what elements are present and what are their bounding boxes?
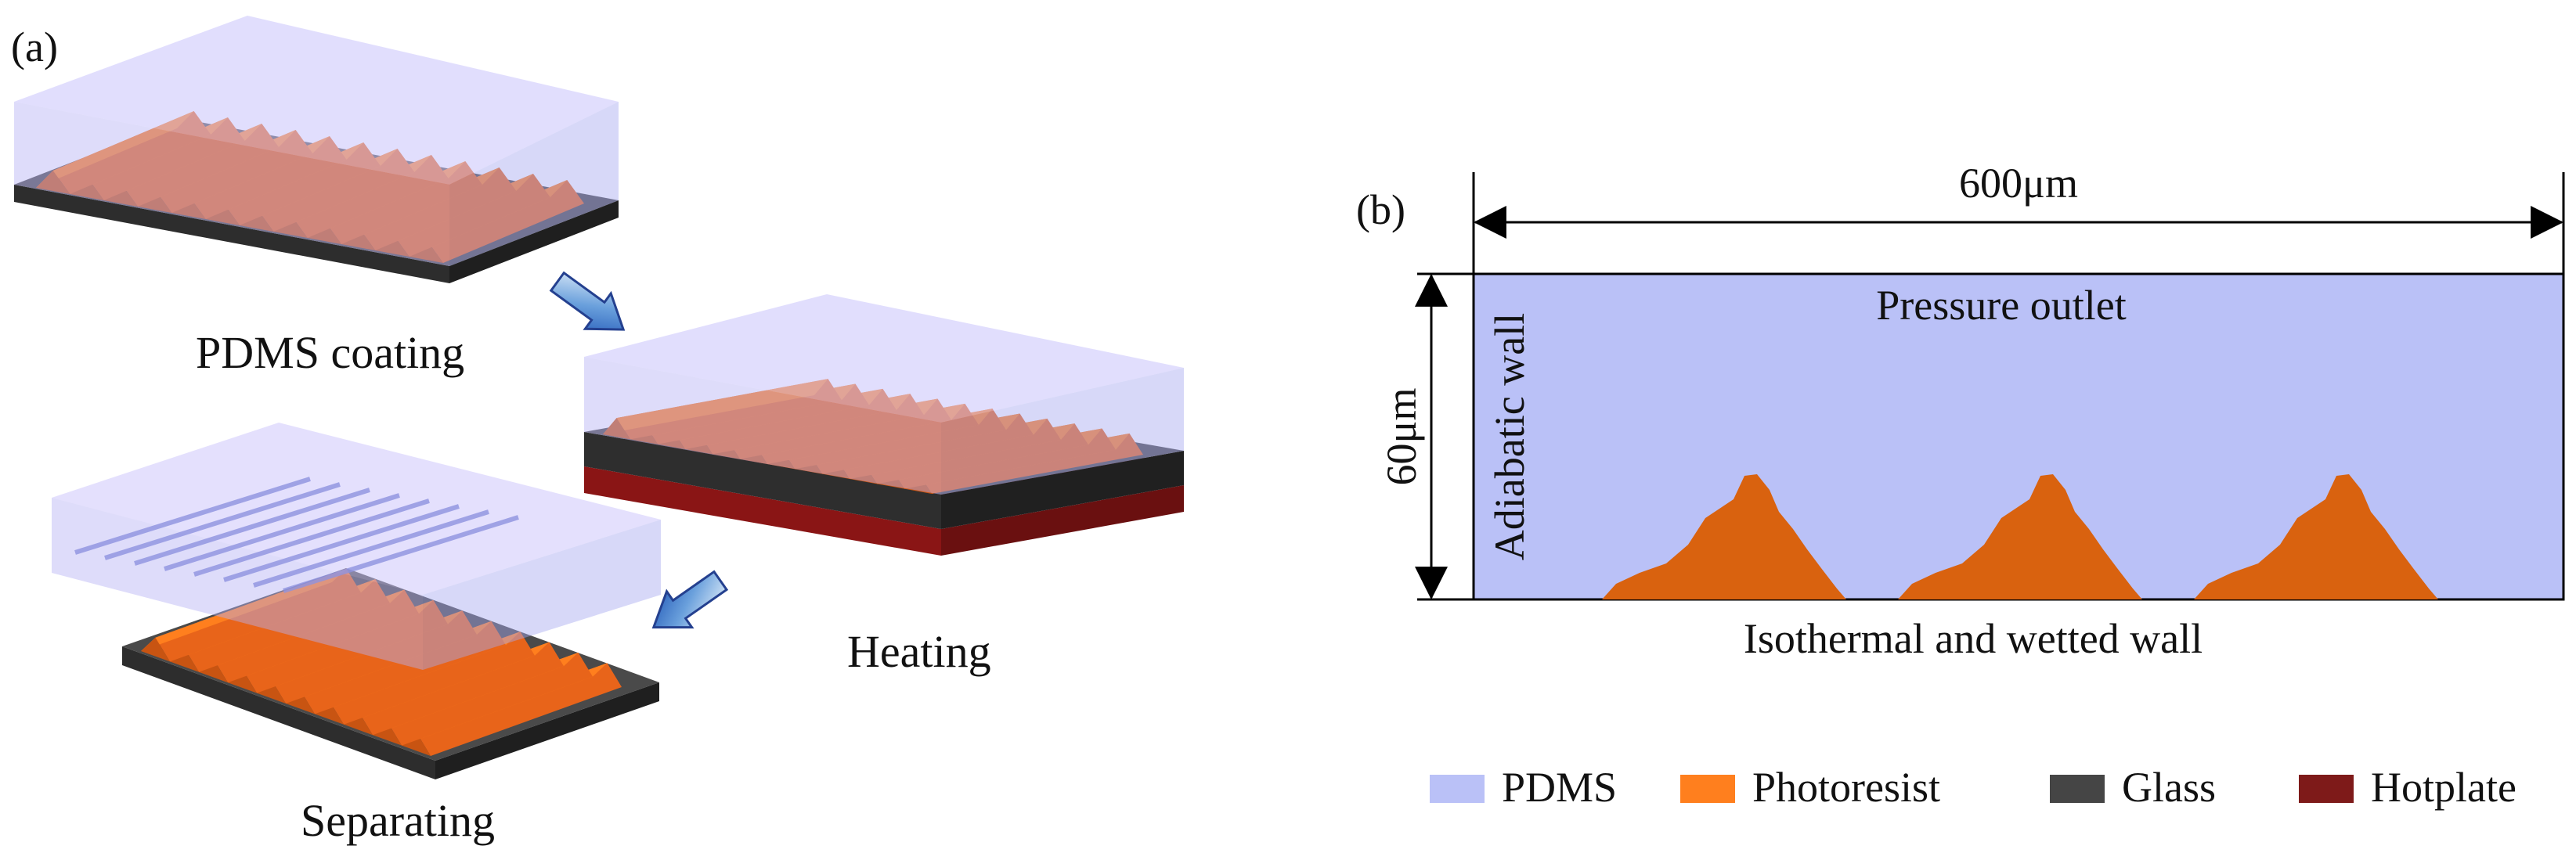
coating-glass-side-right [449, 200, 619, 283]
left-boundary-label: Adiabatic wall [1486, 313, 1533, 560]
height-dimension-label: 60μm [1378, 388, 1425, 486]
separating-ridge-shade [358, 642, 564, 736]
width-dimension-label: 600μm [1959, 160, 2078, 207]
coating-assembly [14, 16, 619, 283]
legend-swatch-pdms [1430, 775, 1485, 803]
coating-ridge-end [409, 239, 443, 263]
separating-photoresist [141, 568, 622, 756]
legend-swatch-hotplate [2299, 775, 2354, 803]
separating-ridge-shade [184, 579, 390, 672]
separating-ridge-shade [213, 589, 419, 683]
process-arrow-icon [651, 570, 729, 629]
separating-ridge-shade [329, 632, 535, 725]
separating-ridge-shade [271, 610, 477, 704]
heating-pdms-front [584, 357, 941, 495]
coating-pdms-top [14, 16, 619, 185]
coating-ridge-end [307, 221, 341, 244]
panel-a: (a) PDMS coating H [11, 16, 1184, 846]
separating-ridge-end [199, 658, 228, 683]
legend-label-pdms: PDMS [1502, 764, 1617, 811]
separating-ridge-shade [387, 652, 593, 746]
top-boundary-label: Pressure outlet [1876, 282, 2126, 329]
heating-label: Heating [847, 626, 991, 677]
bottom-boundary-label: Isothermal and wetted wall [1744, 615, 2203, 662]
coating-ridge-shade [52, 111, 211, 194]
separating-ridge-end [228, 668, 257, 693]
coating-ridge [36, 111, 194, 188]
separating-ridge-shade [155, 568, 361, 662]
pdms-groove [164, 493, 400, 571]
coating-ridge-shade [426, 180, 584, 263]
coating-ridge-end [36, 171, 70, 194]
heating-ridge-end [603, 418, 630, 440]
legend-label-hotplate: Hotplate [2371, 764, 2516, 811]
separating-ridge-end [315, 700, 344, 725]
separating-ridge-end [373, 721, 402, 746]
pdms-groove [253, 509, 489, 588]
coating-ridge-end [70, 177, 104, 200]
photoresist-bump [2194, 474, 2438, 599]
separating-ridge-shade [300, 621, 506, 714]
separating-ridge-end [402, 732, 431, 756]
pdms-groove [74, 477, 311, 555]
separating-pdms-grooves [74, 477, 519, 593]
heating-assembly [584, 294, 1184, 556]
coating-ridge-end [205, 202, 240, 225]
coating-ridge-end [273, 214, 308, 238]
heating-glass-front [584, 432, 941, 529]
separating-ridge-end [170, 648, 199, 672]
heating-pdms-top [584, 294, 1184, 423]
heating-glass-right [941, 451, 1184, 529]
coating-glass-side-front [14, 185, 449, 283]
separating-glass-right [435, 682, 659, 779]
pdms-groove [104, 482, 341, 560]
pdms-groove [223, 504, 460, 582]
pdms-groove [134, 488, 370, 566]
panel-a-label: (a) [11, 23, 58, 70]
process-arrow-icon [549, 271, 626, 331]
coating-pdms-right [449, 102, 619, 266]
separating-ridge-end [141, 637, 170, 662]
separating-ridge-end [344, 711, 373, 736]
coating-ridge-shade [392, 174, 550, 257]
separating-pdms-front [52, 498, 423, 670]
legend: PDMS Photoresist Glass Hotplate [1430, 764, 2516, 811]
heating-hotplate-front [584, 466, 941, 556]
separating-label: Separating [301, 795, 495, 846]
coating-ridge-end [103, 183, 138, 207]
legend-swatch-photoresist [1680, 775, 1735, 803]
photoresist-bump [1898, 474, 2142, 599]
separating-glass-front [122, 646, 435, 779]
coating-label: PDMS coating [196, 327, 464, 378]
heating-hotplate-right [941, 485, 1184, 556]
panel-b: (b) 600μm 60μm Pressure outlet Adiabatic… [1356, 160, 2565, 811]
heating-pdms-right [941, 368, 1184, 495]
coating-ridge-end [138, 189, 172, 213]
coating-ridge-end [341, 227, 376, 250]
separating-assembly [52, 423, 661, 779]
heating-ridge [603, 379, 828, 434]
coating-pdms-front [14, 102, 449, 266]
separating-ridge-shade [416, 663, 622, 756]
pdms-groove [193, 498, 430, 577]
photoresist-bump [1602, 474, 1846, 599]
coating-ridge-end [171, 196, 206, 219]
separating-ridge-end [257, 679, 286, 704]
separating-ridge-end [286, 689, 315, 714]
coating-ridge-shade [358, 167, 517, 250]
coating-ridge-end [375, 233, 409, 257]
coating-ridge-end [240, 208, 274, 232]
photoresist-bumps [1602, 474, 2438, 599]
legend-label-glass: Glass [2122, 764, 2216, 811]
panel-b-label: (b) [1356, 186, 1405, 233]
legend-swatch-glass [2050, 775, 2105, 803]
pdms-groove [283, 515, 519, 593]
separating-ridge-shade [242, 599, 448, 693]
separating-pdms-right [423, 520, 661, 670]
legend-label-photoresist: Photoresist [1752, 764, 1940, 811]
